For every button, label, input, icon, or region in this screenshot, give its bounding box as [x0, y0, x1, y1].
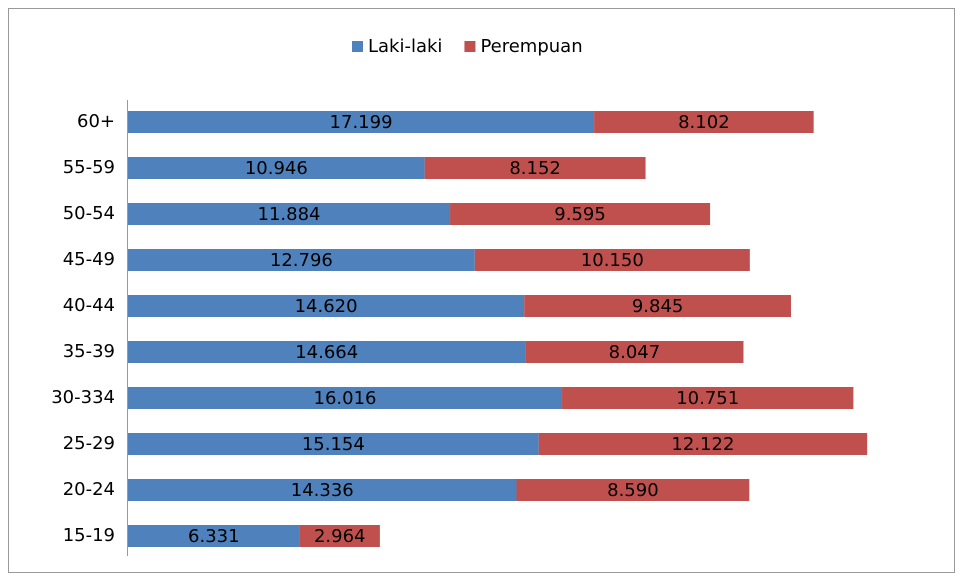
data-label: 2.964 — [314, 526, 366, 547]
data-label: 15.154 — [302, 434, 365, 455]
bar-segment — [128, 203, 451, 225]
data-label: 14.620 — [295, 296, 358, 317]
data-label: 10.946 — [245, 158, 308, 179]
y-tick-label: 15-19 — [63, 525, 115, 546]
bar-segment — [128, 295, 525, 317]
bar-segment — [516, 479, 750, 501]
y-tick-label: 20-24 — [63, 479, 115, 500]
data-label: 10.751 — [676, 388, 739, 409]
data-label: 9.595 — [554, 204, 606, 225]
y-tick-label: 60+ — [77, 111, 115, 132]
y-tick-label: 25-29 — [63, 433, 115, 454]
y-tick-label: 40-44 — [63, 295, 115, 316]
data-label: 11.884 — [258, 204, 321, 225]
data-label: 8.102 — [678, 112, 730, 133]
data-label: 14.664 — [295, 342, 358, 363]
bar-segment — [128, 525, 300, 547]
bar-segment — [424, 157, 646, 179]
bar-segment — [128, 249, 475, 271]
y-tick-label: 35-39 — [63, 341, 115, 362]
bar-segment — [474, 249, 750, 271]
bar-segment — [128, 479, 517, 501]
bar-segment — [299, 525, 380, 547]
data-label: 10.150 — [581, 250, 644, 271]
legend-label: Laki-laki — [368, 36, 442, 57]
bar-segment — [128, 157, 425, 179]
data-label: 12.796 — [270, 250, 333, 271]
legend-swatch — [352, 41, 363, 52]
data-label: 8.152 — [509, 158, 561, 179]
bar-segment — [128, 433, 539, 455]
data-label: 12.122 — [671, 434, 734, 455]
data-label: 9.845 — [632, 296, 684, 317]
legend-label: Perempuan — [480, 36, 582, 57]
chart-frame — [8, 8, 955, 573]
y-tick-label: 55-59 — [63, 157, 115, 178]
bar-segment — [524, 295, 792, 317]
bar-segment — [538, 433, 868, 455]
data-label: 6.331 — [188, 526, 240, 547]
bar-segment — [525, 341, 744, 363]
y-tick-label: 50-54 — [63, 203, 115, 224]
bar-segment — [128, 341, 526, 363]
data-label: 17.199 — [330, 112, 393, 133]
bar-segment — [562, 387, 854, 409]
data-label: 16.016 — [314, 388, 377, 409]
data-label: 8.047 — [609, 342, 661, 363]
bar-segment — [450, 203, 711, 225]
y-tick-label: 30-334 — [51, 387, 115, 408]
data-label: 14.336 — [291, 480, 354, 501]
y-tick-label: 45-49 — [63, 249, 115, 270]
bar-segment — [594, 111, 814, 133]
data-label: 8.590 — [607, 480, 659, 501]
legend-swatch — [464, 41, 476, 52]
bar-segment — [128, 111, 595, 133]
bar-segment — [128, 387, 563, 409]
